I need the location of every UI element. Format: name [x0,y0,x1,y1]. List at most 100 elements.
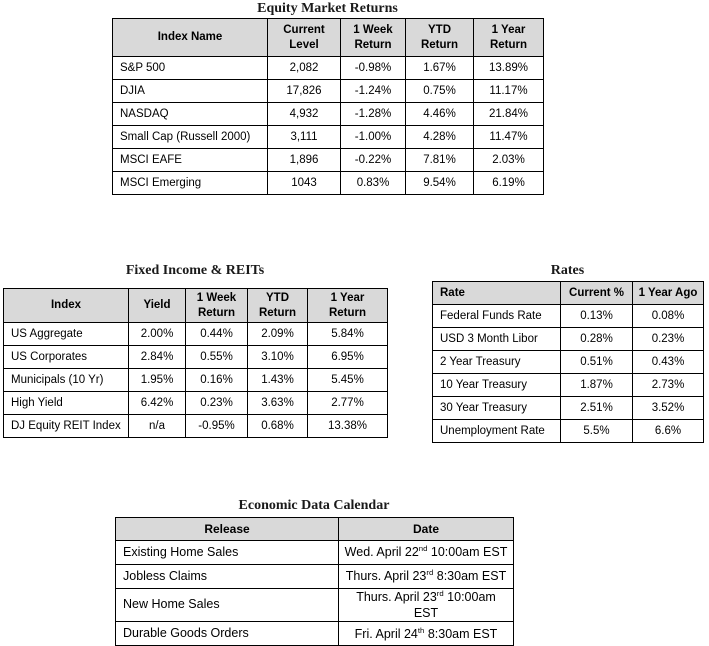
release-date-cell: Wed. April 22nd 10:00am EST [338,540,514,565]
calendar-table-title: Economic Data Calendar [238,498,390,513]
ytd-return-cell: 9.54% [405,171,474,195]
ytd-return-cell: 1.43% [247,368,308,392]
year-ago-cell: 6.6% [632,419,704,443]
rate-name-cell: Unemployment Rate [432,419,561,443]
table-row: S&P 500 2,082 -0.98% 1.67% 13.89% [112,56,544,80]
rate-name-cell: 2 Year Treasury [432,350,561,374]
release-name-cell: Durable Goods Orders [115,621,339,646]
col-header-current-level: Current Level [267,18,341,57]
year-return-cell: 6.19% [473,171,544,195]
current-pct-cell: 1.87% [560,373,633,397]
table-row: Durable Goods Orders Fri. April 24th 8:3… [115,621,514,646]
date-ordinal: th [417,625,425,635]
date-ordinal: rd [426,568,434,578]
equity-returns-section: Equity Market Returns Index Name Current… [112,1,544,195]
table-row: 10 Year Treasury 1.87% 2.73% [432,373,704,397]
current-level-cell: 3,111 [267,125,341,149]
year-return-cell: 11.47% [473,125,544,149]
release-date-cell: Thurs. April 23rd 10:00am EST [338,587,514,623]
current-level-cell: 4,932 [267,102,341,126]
date-text: Wed. April 22 [344,545,419,560]
week-return-cell: -0.98% [340,56,406,80]
table-header-row: Index Yield 1 Week Return YTD Return 1 Y… [3,288,388,323]
index-name-cell: DJ Equity REIT Index [3,414,129,438]
date-text: Thurs. April 23 [345,569,427,584]
col-header-ytd-return: YTD Return [247,288,308,323]
current-level-cell: 2,082 [267,56,341,80]
year-ago-cell: 0.08% [632,304,704,328]
ytd-return-cell: 3.10% [247,345,308,369]
year-return-cell: 21.84% [473,102,544,126]
rate-name-cell: USD 3 Month Libor [432,327,561,351]
week-return-cell: 0.83% [340,171,406,195]
equity-table-title: Equity Market Returns [257,1,398,16]
col-header-1-year-return: 1 Year Return [473,18,544,57]
week-return-cell: -0.95% [185,414,248,438]
week-return-cell: -1.24% [340,79,406,103]
year-return-cell: 5.84% [307,322,388,346]
year-ago-cell: 2.73% [632,373,704,397]
date-ordinal: nd [418,544,428,554]
fixed-income-section: Fixed Income & REITs Index Yield 1 Week … [3,263,388,438]
table-row: Municipals (10 Yr) 1.95% 0.16% 1.43% 5.4… [3,368,388,392]
week-return-cell: 0.44% [185,322,248,346]
ytd-return-cell: 0.75% [405,79,474,103]
rates-table: Rate Current % 1 Year Ago Federal Funds … [432,281,704,443]
table-row: NASDAQ 4,932 -1.28% 4.46% 21.84% [112,102,544,126]
current-pct-cell: 5.5% [560,419,633,443]
col-header-ytd-return: YTD Return [405,18,474,57]
year-ago-cell: 0.43% [632,350,704,374]
index-name-cell: NASDAQ [112,102,268,126]
col-header-date: Date [338,517,514,541]
ytd-return-cell: 4.46% [405,102,474,126]
economic-calendar-table: Release Date Existing Home Sales Wed. Ap… [115,517,514,646]
table-row: USD 3 Month Libor 0.28% 0.23% [432,327,704,351]
col-header-release: Release [115,517,339,541]
yield-cell: 2.00% [128,322,186,346]
week-return-cell: 0.16% [185,368,248,392]
table-header-row: Rate Current % 1 Year Ago [432,281,704,305]
table-row: Jobless Claims Thurs. April 23rd 8:30am … [115,564,514,589]
release-date-cell: Thurs. April 23rd 8:30am EST [338,564,514,589]
yield-cell: n/a [128,414,186,438]
year-return-cell: 11.17% [473,79,544,103]
release-name-cell: Existing Home Sales [115,540,339,565]
ytd-return-cell: 4.28% [405,125,474,149]
equity-returns-table: Index Name Current Level 1 Week Return Y… [112,18,544,195]
ytd-return-cell: 2.09% [247,322,308,346]
table-row: Unemployment Rate 5.5% 6.6% [432,419,704,443]
current-pct-cell: 0.28% [560,327,633,351]
current-level-cell: 1,896 [267,148,341,172]
release-name-cell: New Home Sales [115,587,339,623]
table-row: New Home Sales Thurs. April 23rd 10:00am… [115,587,514,623]
ytd-return-cell: 7.81% [405,148,474,172]
year-return-cell: 2.77% [307,391,388,415]
year-return-cell: 13.89% [473,56,544,80]
current-pct-cell: 2.51% [560,396,633,420]
date-text: Thurs. April 23 [356,590,437,605]
table-row: DJIA 17,826 -1.24% 0.75% 11.17% [112,79,544,103]
date-text: 8:30am EST [424,626,498,641]
year-ago-cell: 0.23% [632,327,704,351]
current-pct-cell: 0.13% [560,304,633,328]
date-text: 10:00am EST [427,545,508,560]
year-return-cell: 2.03% [473,148,544,172]
col-header-index: Index [3,288,129,323]
col-header-current-pct: Current % [560,281,633,305]
date-text: 10:00am EST [413,590,496,620]
current-pct-cell: 0.51% [560,350,633,374]
index-name-cell: MSCI Emerging [112,171,268,195]
table-row: DJ Equity REIT Index n/a -0.95% 0.68% 13… [3,414,388,438]
col-header-yield: Yield [128,288,186,323]
ytd-return-cell: 1.67% [405,56,474,80]
economic-calendar-section: Economic Data Calendar Release Date Exis… [115,498,514,646]
week-return-cell: -1.28% [340,102,406,126]
yield-cell: 2.84% [128,345,186,369]
fixed-income-table-title: Fixed Income & REITs [125,263,265,278]
table-row: High Yield 6.42% 0.23% 3.63% 2.77% [3,391,388,415]
index-name-cell: DJIA [112,79,268,103]
index-name-cell: MSCI EAFE [112,148,268,172]
col-header-rate: Rate [432,281,561,305]
year-return-cell: 6.95% [307,345,388,369]
col-header-1-week-return: 1 Week Return [340,18,406,57]
